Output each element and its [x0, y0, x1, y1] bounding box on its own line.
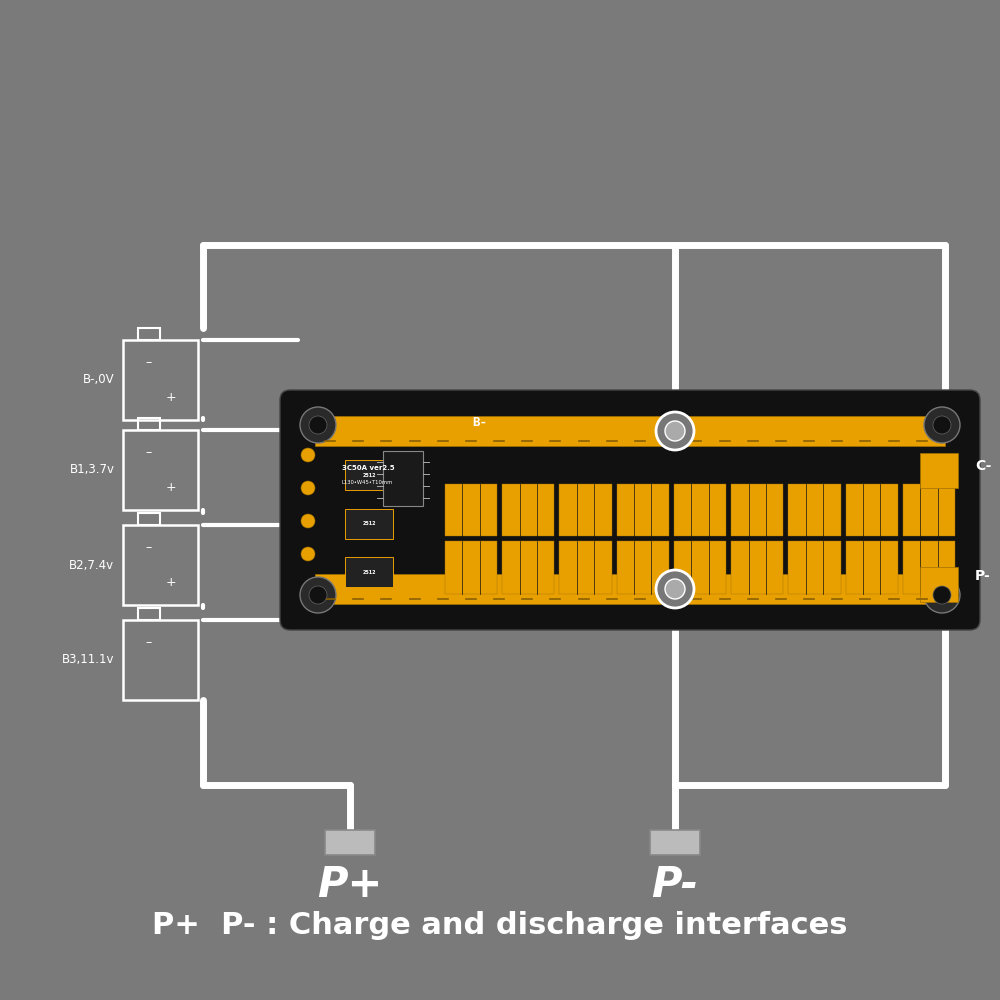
Text: B2,7.4v: B2,7.4v	[69, 558, 114, 572]
Bar	[674, 484, 726, 536]
Text: P-: P-	[652, 864, 698, 906]
Bar	[315, 574, 945, 604]
Circle shape	[301, 547, 315, 561]
Bar	[731, 541, 783, 594]
Text: 3C50A ver2.5: 3C50A ver2.5	[342, 465, 395, 471]
Text: +: +	[166, 391, 177, 404]
Bar	[122, 620, 198, 700]
Circle shape	[933, 416, 951, 434]
FancyBboxPatch shape	[280, 390, 980, 630]
Text: P+: P+	[317, 864, 383, 906]
Bar	[122, 430, 198, 510]
Circle shape	[300, 577, 336, 613]
Bar	[846, 541, 898, 594]
Text: P-: P-	[975, 569, 991, 583]
Bar	[122, 340, 198, 420]
Bar	[502, 541, 554, 594]
Bar	[788, 541, 841, 594]
Bar	[325, 830, 375, 855]
Text: –: –	[146, 356, 152, 369]
Circle shape	[301, 448, 315, 462]
Text: +: +	[166, 481, 177, 494]
Bar	[138, 328, 160, 340]
Bar	[345, 509, 393, 539]
Circle shape	[309, 416, 327, 434]
Text: B3,11.1v: B3,11.1v	[62, 654, 114, 666]
Text: B-: B-	[473, 416, 488, 428]
Bar	[559, 541, 612, 594]
Circle shape	[933, 586, 951, 604]
Text: 2512: 2512	[362, 521, 376, 526]
Text: –: –	[146, 541, 152, 554]
Bar	[383, 451, 423, 506]
Bar	[650, 830, 700, 855]
Text: P+  P- : Charge and discharge interfaces: P+ P- : Charge and discharge interfaces	[152, 910, 848, 940]
Bar	[617, 541, 669, 594]
Bar	[445, 541, 497, 594]
Text: 2512: 2512	[362, 473, 376, 478]
Circle shape	[301, 481, 315, 495]
Circle shape	[924, 577, 960, 613]
Text: +: +	[166, 576, 177, 589]
Bar	[445, 484, 497, 536]
Bar	[502, 484, 554, 536]
Bar	[122, 525, 198, 605]
Text: –: –	[146, 446, 152, 459]
Bar	[903, 484, 955, 536]
Text: –: –	[146, 636, 152, 649]
Bar	[138, 608, 160, 620]
Bar	[559, 484, 612, 536]
Text: B-,0V: B-,0V	[83, 373, 114, 386]
Circle shape	[301, 514, 315, 528]
Circle shape	[665, 421, 685, 441]
Circle shape	[924, 407, 960, 443]
Circle shape	[656, 412, 694, 450]
Text: C-: C-	[975, 459, 991, 473]
Bar	[920, 453, 958, 488]
Bar	[315, 416, 945, 446]
Bar	[138, 418, 160, 430]
Bar	[920, 567, 958, 602]
Text: L130•W45•T10mm: L130•W45•T10mm	[342, 480, 393, 485]
Bar	[731, 484, 783, 536]
Circle shape	[665, 579, 685, 599]
Text: B1,3.7v: B1,3.7v	[69, 464, 114, 477]
Bar	[138, 513, 160, 525]
Text: 2512: 2512	[362, 569, 376, 574]
Circle shape	[300, 407, 336, 443]
Circle shape	[309, 586, 327, 604]
Bar	[674, 541, 726, 594]
Bar	[617, 484, 669, 536]
Bar	[345, 460, 393, 490]
Bar	[788, 484, 841, 536]
Circle shape	[656, 570, 694, 608]
Bar	[846, 484, 898, 536]
Bar	[345, 557, 393, 587]
Bar	[903, 541, 955, 594]
